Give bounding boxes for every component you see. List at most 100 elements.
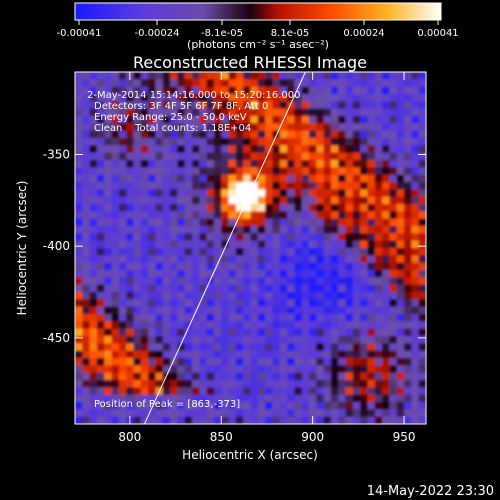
image-pixel [206, 328, 215, 337]
image-pixel [192, 394, 200, 403]
image-pixel [199, 409, 208, 418]
image-pixel [184, 409, 193, 418]
image-pixel [82, 123, 91, 132]
image-pixel [374, 284, 383, 293]
image-pixel [177, 372, 186, 381]
image-pixel [250, 262, 259, 271]
image-pixel [294, 358, 303, 366]
image-pixel [96, 358, 105, 366]
image-pixel [82, 226, 91, 234]
image-pixel [250, 152, 259, 161]
image-pixel [184, 248, 193, 256]
image-pixel [213, 79, 222, 88]
image-pixel [294, 306, 303, 315]
image-pixel [206, 350, 215, 359]
image-pixel [316, 416, 325, 424]
image-pixel [389, 72, 398, 80]
image-pixel [228, 226, 237, 234]
image-pixel [89, 314, 98, 322]
image-pixel [126, 211, 135, 220]
image-pixel [221, 218, 230, 227]
image-pixel [257, 226, 266, 234]
image-pixel [177, 116, 186, 124]
image-pixel [294, 343, 303, 352]
image-pixel [75, 174, 83, 183]
image-pixel [294, 145, 303, 154]
image-pixel [404, 380, 412, 388]
image-pixel [148, 94, 157, 102]
image-pixel [82, 372, 91, 381]
image-pixel [235, 116, 244, 124]
image-pixel [133, 226, 142, 234]
image-pixel [316, 321, 325, 330]
image-pixel [104, 160, 113, 168]
image-pixel [235, 138, 244, 146]
image-pixel [148, 72, 157, 80]
image-pixel [243, 365, 252, 374]
image-pixel [287, 138, 295, 146]
image-pixel [82, 72, 91, 80]
image-pixel [396, 226, 405, 234]
image-pixel [184, 292, 193, 300]
image-pixel [389, 372, 398, 381]
image-pixel [404, 196, 412, 205]
image-pixel [345, 306, 354, 315]
image-pixel [272, 204, 281, 212]
image-pixel [272, 387, 281, 396]
image-pixel [338, 248, 347, 256]
image-pixel [294, 248, 303, 256]
image-pixel [170, 262, 178, 271]
image-pixel [323, 394, 332, 403]
image-pixel [411, 343, 420, 352]
image-pixel [75, 380, 83, 388]
image-pixel [228, 314, 237, 322]
image-pixel [104, 336, 113, 344]
image-pixel [82, 204, 91, 212]
image-pixel [382, 284, 391, 293]
image-pixel [418, 123, 426, 132]
image-pixel [404, 270, 412, 278]
image-pixel [148, 372, 157, 381]
image-pixel [213, 167, 222, 176]
image-pixel [294, 123, 303, 132]
image-pixel [404, 233, 412, 242]
image-pixel [382, 380, 391, 388]
image-pixel [170, 328, 178, 337]
image-pixel [118, 394, 127, 403]
image-pixel [338, 328, 347, 337]
image-pixel [177, 108, 186, 117]
image-pixel [272, 196, 281, 205]
image-pixel [170, 306, 178, 315]
image-pixel [177, 358, 186, 366]
image-pixel [272, 240, 281, 249]
image-pixel [287, 336, 295, 344]
image-pixel [235, 240, 244, 249]
image-pixel [301, 350, 310, 359]
image-pixel [345, 204, 354, 212]
image-pixel [301, 182, 310, 190]
image-pixel [367, 167, 376, 176]
image-pixel [367, 350, 376, 359]
image-pixel [177, 233, 186, 242]
image-pixel [140, 292, 149, 300]
image-pixel [89, 240, 98, 249]
image-pixel [360, 138, 369, 146]
image-pixel [82, 284, 91, 293]
image-pixel [265, 211, 274, 220]
image-pixel [294, 174, 303, 183]
image-pixel [411, 372, 420, 381]
image-pixel [235, 189, 244, 198]
image-pixel [265, 79, 274, 88]
image-pixel [352, 189, 361, 198]
image-pixel [133, 204, 142, 212]
image-pixel [96, 130, 105, 139]
image-pixel [345, 270, 354, 278]
image-pixel [111, 380, 120, 388]
image-pixel [360, 372, 369, 381]
image-pixel [367, 262, 376, 271]
image-pixel [257, 196, 266, 205]
image-pixel [213, 306, 222, 315]
image-pixel [301, 204, 310, 212]
image-pixel [367, 174, 376, 183]
image-pixel [404, 358, 412, 366]
